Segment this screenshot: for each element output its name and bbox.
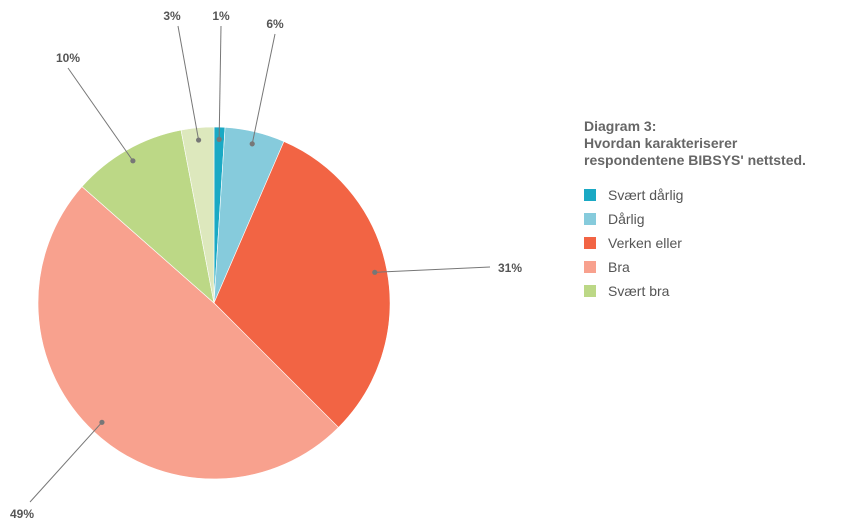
pie-slice-svaert-bra (81, 129, 215, 304)
chart-title-line-3: respondentene BIBSYS' nettsted. (584, 152, 806, 168)
legend-swatch (584, 237, 596, 249)
leader-line (374, 266, 491, 273)
leader-dot (130, 158, 136, 164)
leader-dot (99, 419, 105, 425)
percent-label: 31% (498, 261, 522, 275)
percent-label: 49% (10, 507, 34, 520)
legend-item-verken-eller: Verken eller (584, 231, 806, 255)
legend-swatch (584, 285, 596, 297)
percent-label: 1% (212, 9, 230, 23)
legend-item-svaert-bra: Svært bra (584, 279, 806, 303)
leader-lines (29, 25, 491, 503)
leader-line (177, 25, 200, 141)
pie-slice-verken-eller (213, 141, 391, 428)
pie-slice-slice-5 (180, 126, 215, 304)
legend-label: Dårlig (608, 211, 645, 227)
percent-label: 6% (266, 17, 284, 31)
legend-swatch (584, 261, 596, 273)
leader-line (67, 67, 134, 162)
leader-dot (249, 141, 255, 147)
leader-dot (196, 137, 202, 143)
percent-labels: 1% 6% 31% 49% 10% 3% (10, 9, 522, 520)
legend-label: Svært bra (608, 283, 670, 299)
legend-label: Bra (608, 259, 630, 275)
leader-line (29, 421, 103, 503)
leader-dot (372, 269, 378, 275)
chart-title: Diagram 3: Hvordan karakteriserer respon… (584, 118, 806, 169)
legend: Diagram 3: Hvordan karakteriserer respon… (584, 118, 806, 303)
leader-dot (216, 136, 222, 142)
pie-slices (37, 126, 391, 480)
legend-item-bra: Bra (584, 255, 806, 279)
leader-line (251, 33, 276, 144)
percent-label: 10% (56, 51, 80, 65)
legend-item-darlig: Dårlig (584, 207, 806, 231)
legend-items: Svært dårlig Dårlig Verken eller Bra Svært b… (584, 183, 806, 303)
legend-label: Svært dårlig (608, 187, 684, 203)
legend-label: Verken eller (608, 235, 682, 251)
chart-title-line-1: Diagram 3: (584, 118, 657, 134)
percent-label: 3% (163, 9, 181, 23)
legend-swatch (584, 213, 596, 225)
chart-title-line-2: Hvordan karakteriserer (584, 135, 738, 151)
legend-swatch (584, 189, 596, 201)
legend-item-svaert-darlig: Svært dårlig (584, 183, 806, 207)
leader-line (218, 25, 222, 140)
